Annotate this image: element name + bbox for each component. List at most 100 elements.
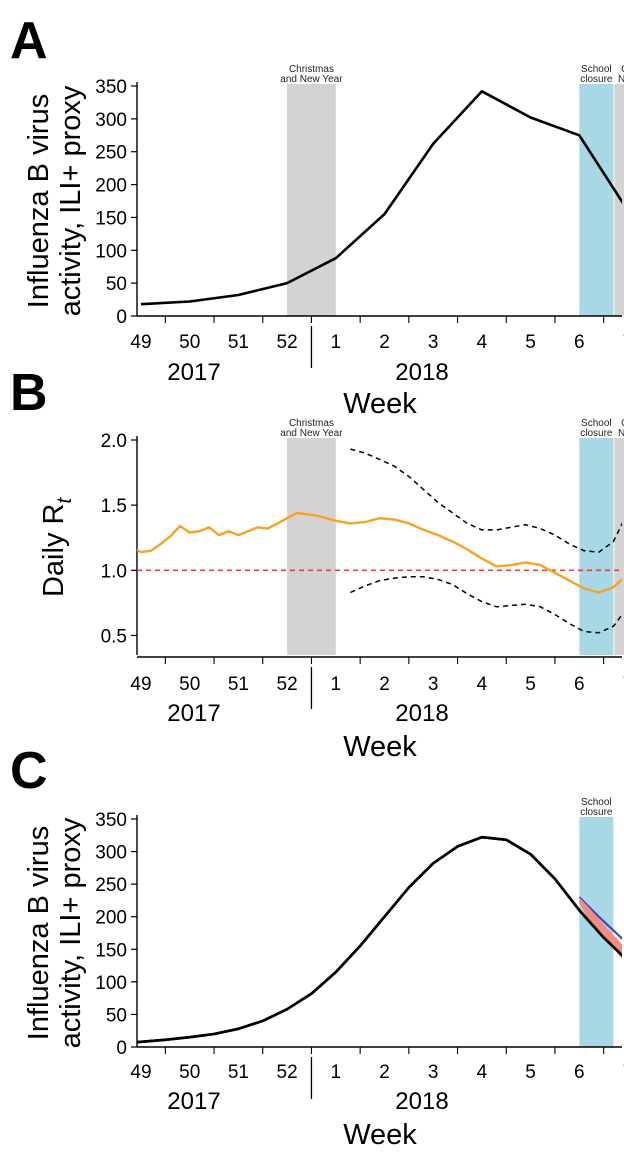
- x-tick-label: 2: [379, 1062, 390, 1083]
- band-label: and New Year: [280, 74, 343, 85]
- year-label: 2017: [167, 700, 220, 727]
- series-line: [350, 576, 622, 634]
- y-axis-title: Influenza B virus: [23, 826, 55, 1040]
- band-label: New Year: [618, 74, 624, 85]
- x-axis-title: Week: [343, 731, 417, 763]
- band-label: Chinese: [621, 64, 624, 75]
- series-estimate: [137, 511, 622, 594]
- year-label: 2018: [395, 359, 448, 386]
- series-upper_ci: [350, 448, 622, 553]
- x-tick-label: 50: [179, 332, 200, 353]
- series-main: [140, 90, 622, 306]
- year-label: 2017: [167, 1088, 220, 1115]
- x-axis-title: Week: [343, 1119, 417, 1151]
- y-tick-label: 200: [95, 176, 127, 197]
- band-label: closure: [580, 807, 613, 818]
- shaded-band: [287, 84, 336, 316]
- panel-letter-c: C: [10, 742, 48, 800]
- year-label: 2018: [395, 1088, 448, 1115]
- x-tick-label: 4: [477, 332, 488, 353]
- x-tick-label: 52: [277, 1062, 298, 1083]
- x-tick-label: 1: [331, 1062, 342, 1083]
- y-tick-label: 250: [95, 875, 127, 896]
- x-tick-label: 4: [477, 1062, 488, 1083]
- x-tick-label: 2: [379, 674, 390, 695]
- y-tick-label: 350: [95, 77, 127, 98]
- band-label: Christmas: [289, 418, 334, 429]
- y-axis-title-sub: t: [54, 497, 76, 504]
- band-label: New Year: [618, 428, 624, 439]
- y-tick-label: 350: [95, 810, 127, 831]
- y-tick-label: 0: [116, 1038, 127, 1059]
- x-tick-label: 51: [228, 332, 249, 353]
- band-label: School: [581, 418, 612, 429]
- y-tick-label: 1.5: [101, 496, 127, 517]
- band-label: School: [581, 64, 612, 75]
- x-tick-label: 3: [428, 674, 439, 695]
- x-tick-label: 49: [130, 674, 151, 695]
- x-tick-label: 5: [525, 1062, 536, 1083]
- y-axis-title-main: Daily R: [38, 504, 70, 597]
- x-tick-label: 7: [623, 332, 624, 353]
- y-tick-label: 100: [95, 241, 127, 262]
- band-label: and New Year: [280, 428, 343, 439]
- x-tick-label: 5: [525, 332, 536, 353]
- y-tick-label: 300: [95, 110, 127, 131]
- y-tick-label: 150: [95, 208, 127, 229]
- x-tick-label: 3: [428, 1062, 439, 1083]
- x-tick-label: 50: [179, 1062, 200, 1083]
- series-line: [137, 511, 622, 594]
- series-lower_ci: [350, 576, 622, 634]
- x-tick-label: 49: [130, 332, 151, 353]
- y-tick-label: 0.5: [101, 626, 127, 647]
- panel-letter-a: A: [10, 12, 48, 70]
- band-label: Christmas: [289, 64, 334, 75]
- y-axis-title: activity, ILI+ proxy: [55, 85, 87, 316]
- band-label: School: [581, 797, 612, 808]
- series-line: [140, 90, 622, 306]
- y-axis-title: activity, ILI+ proxy: [55, 817, 87, 1048]
- x-tick-label: 1: [331, 332, 342, 353]
- x-tick-label: 7: [623, 1062, 624, 1083]
- shaded-band: [287, 438, 336, 655]
- y-axis-title: Influenza B virus: [23, 94, 55, 308]
- x-tick-label: 6: [574, 332, 585, 353]
- x-tick-label: 6: [574, 674, 585, 695]
- shaded-band: [614, 438, 624, 655]
- year-label: 2017: [167, 359, 220, 386]
- series-line: [578, 896, 622, 940]
- y-tick-label: 1.0: [101, 561, 127, 582]
- series-observed-top: [137, 835, 622, 1044]
- y-tick-label: 300: [95, 843, 127, 864]
- panel-letter-b: B: [10, 364, 48, 422]
- x-tick-label: 3: [428, 332, 439, 353]
- shaded-band: [579, 84, 614, 316]
- y-tick-label: 50: [106, 274, 127, 295]
- x-tick-label: 4: [477, 674, 488, 695]
- x-tick-label: 51: [228, 674, 249, 695]
- year-label: 2018: [395, 700, 448, 727]
- x-axis-title: Week: [343, 388, 417, 420]
- x-tick-label: 52: [277, 674, 298, 695]
- band-label: closure: [580, 74, 613, 85]
- band-label: closure: [580, 428, 613, 439]
- y-tick-label: 100: [95, 973, 127, 994]
- x-tick-label: 52: [277, 332, 298, 353]
- y-tick-label: 50: [106, 1005, 127, 1026]
- x-tick-label: 2: [379, 332, 390, 353]
- series-line: [350, 448, 622, 553]
- x-tick-label: 49: [130, 1062, 151, 1083]
- x-tick-label: 51: [228, 1062, 249, 1083]
- y-tick-label: 150: [95, 940, 127, 961]
- y-tick-label: 2.0: [101, 431, 127, 452]
- x-tick-label: 7: [623, 674, 624, 695]
- x-tick-label: 6: [574, 1062, 585, 1083]
- shaded-band: [579, 438, 614, 655]
- y-tick-label: 200: [95, 908, 127, 929]
- y-tick-label: 250: [95, 143, 127, 164]
- band-label: Chinese: [621, 418, 624, 429]
- x-tick-label: 50: [179, 674, 200, 695]
